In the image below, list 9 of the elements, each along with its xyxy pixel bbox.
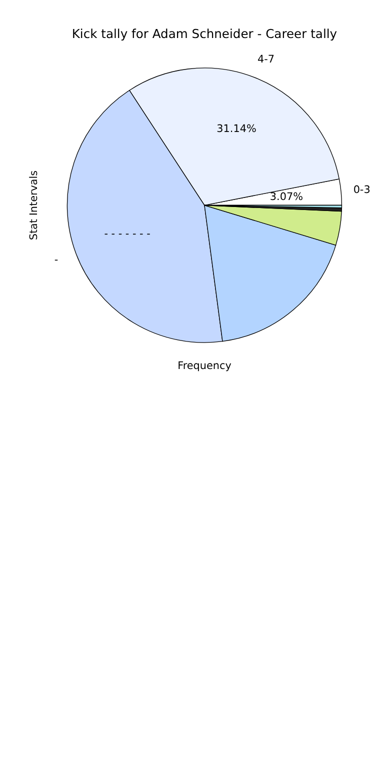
- chart-title: Kick tally for Adam Schneider - Career tally: [72, 26, 338, 41]
- data-label: 31.14%: [216, 123, 256, 136]
- text: Frequency: [178, 360, 232, 372]
- text: Stat Intervals: [28, 170, 40, 240]
- data-label: 3.07%: [270, 191, 304, 204]
- slice-label: 0-3: [353, 184, 370, 196]
- slice-label: -: [54, 254, 58, 266]
- data-label: - - - - - - -: [104, 228, 151, 240]
- slice-label: 4-7: [257, 53, 274, 66]
